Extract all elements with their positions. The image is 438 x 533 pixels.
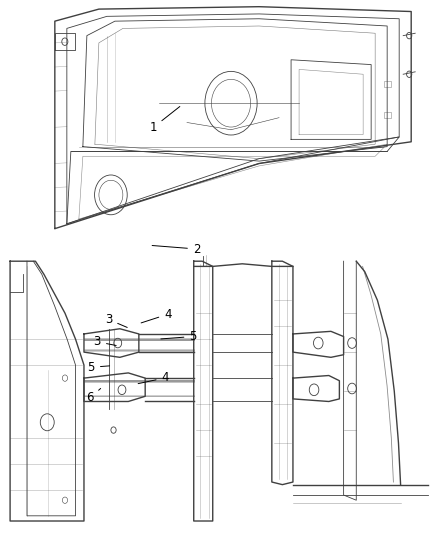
- Text: 1: 1: [149, 107, 180, 134]
- Text: 6: 6: [86, 389, 101, 405]
- Text: 4: 4: [141, 308, 172, 323]
- Text: 4: 4: [138, 372, 169, 384]
- Text: 5: 5: [161, 330, 197, 343]
- Text: 5: 5: [88, 361, 110, 374]
- Text: 3: 3: [94, 335, 116, 348]
- Text: 3: 3: [105, 313, 127, 327]
- Text: 2: 2: [152, 243, 201, 255]
